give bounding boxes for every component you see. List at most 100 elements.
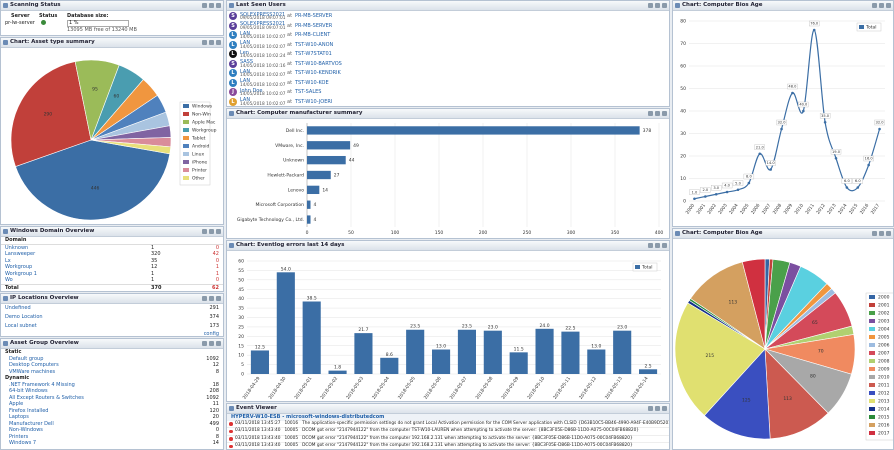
group-name[interactable]: Windows 7 (9, 440, 37, 446)
group-name[interactable]: Printers (9, 433, 29, 440)
user-machine[interactable]: TST-W10-ANON (295, 41, 334, 48)
pie-slice (690, 261, 766, 350)
user-name[interactable]: Len (240, 49, 249, 56)
panel-button[interactable] (655, 3, 660, 8)
panel-button[interactable] (879, 3, 884, 8)
server-name: pr-lw-server (5, 20, 35, 26)
panel-button[interactable] (662, 3, 667, 8)
panel-button[interactable] (662, 243, 667, 248)
value-label-box (732, 180, 744, 186)
user-name[interactable]: LAN (240, 30, 251, 37)
user-name[interactable]: SQLEXPRESS2021 (240, 21, 286, 27)
panel-button[interactable] (216, 40, 221, 45)
ip-location[interactable]: Local subnet (5, 323, 37, 329)
legend-swatch (183, 136, 189, 140)
slice-label: 125 (742, 398, 751, 404)
user-machine[interactable]: TST-W10-JOERI (295, 98, 333, 105)
legend-swatch (183, 152, 189, 156)
x-tick-label: 2018-05-12 (578, 376, 598, 401)
point (812, 28, 816, 32)
panel-button[interactable] (202, 296, 207, 301)
panel-button[interactable] (216, 296, 221, 301)
user-name[interactable]: John Doe (240, 87, 263, 94)
user-name[interactable]: LAN (240, 78, 251, 84)
panel-button[interactable] (202, 341, 207, 346)
group-name[interactable]: Laptops (9, 414, 29, 420)
legend-box (632, 262, 658, 272)
panel-button[interactable] (655, 406, 660, 411)
group-name[interactable]: Manufacturer Dell (9, 420, 54, 427)
panel-icon (3, 3, 8, 8)
x-tick-label: 2018-04-29 (242, 376, 262, 401)
panel-button[interactable] (216, 3, 221, 8)
panel-button[interactable] (886, 231, 891, 236)
user-machine[interactable]: TST-W10-BARTVOS (295, 60, 342, 67)
group-name[interactable]: Desktop Computers (9, 362, 59, 368)
user-machine[interactable]: TST-W10-KENDRIK (295, 70, 341, 76)
panel-button[interactable] (202, 229, 207, 234)
legend-swatch (869, 415, 875, 419)
panel-button[interactable] (662, 111, 667, 116)
domain-name[interactable]: Wo (5, 277, 13, 283)
panel-button[interactable] (209, 3, 214, 8)
point (780, 127, 783, 131)
group-count: 0 (215, 427, 219, 433)
panel-button[interactable] (216, 229, 221, 234)
panel-button[interactable] (209, 341, 214, 346)
x-tick-label: 2014 (837, 203, 849, 216)
panel-button[interactable] (886, 3, 891, 8)
user-machine[interactable]: PR-MB-CLIENT (295, 32, 331, 38)
panel-button[interactable] (202, 40, 207, 45)
user-name[interactable]: LAN (240, 97, 251, 103)
event-host[interactable]: HYPERV-W10-ESB - microsoft-windows-distr… (227, 414, 669, 421)
legend-label: 2001 (878, 303, 890, 309)
panel-button[interactable] (655, 111, 660, 116)
user-machine[interactable]: PR-MB-SERVER (295, 13, 333, 19)
panel-button[interactable] (648, 111, 653, 116)
user-machine[interactable]: TST-W10-KOE (295, 79, 329, 86)
group-name[interactable]: .NET Framework 4 Missing (9, 381, 75, 388)
user-name[interactable]: LAN (240, 40, 251, 46)
group-name[interactable]: Firefox Installed (9, 407, 49, 414)
table-total: Total 370 62 (1, 283, 223, 292)
panel-button[interactable] (216, 341, 221, 346)
group-name[interactable]: Default group (9, 355, 44, 362)
panel-button[interactable] (202, 3, 207, 8)
domain-name[interactable]: Unknown (5, 244, 29, 251)
panel-button[interactable] (209, 296, 214, 301)
ip-location[interactable]: Demo Location (5, 314, 43, 320)
group-name[interactable]: Non-Windows (9, 427, 43, 433)
panel-button[interactable] (648, 406, 653, 411)
panel-button[interactable] (872, 3, 877, 8)
legend-label: 2009 (878, 367, 890, 373)
user-machine[interactable]: TST-W7STAT01 (295, 51, 332, 57)
group-name[interactable]: Apple (9, 401, 24, 407)
domain-name[interactable]: Lansweeper (5, 251, 36, 257)
group-name[interactable]: All Except Routers & Switches (9, 394, 84, 401)
group-name[interactable]: 64-bit Windows (9, 388, 48, 394)
panel-button[interactable] (872, 231, 877, 236)
user-name[interactable]: SASS (240, 59, 254, 65)
panel-button[interactable] (209, 40, 214, 45)
domain-count: 1 (151, 270, 155, 277)
value-label-box (874, 119, 885, 126)
panel-button[interactable] (648, 243, 653, 248)
panel-button[interactable] (662, 406, 667, 411)
user-machine[interactable]: TST-SALES (295, 89, 322, 95)
panel-button[interactable] (648, 3, 653, 8)
domain-name[interactable]: Workgroup 1 (5, 270, 37, 277)
status-icon (41, 20, 46, 25)
panel-button[interactable] (209, 229, 214, 234)
user-machine[interactable]: PR-MB-SERVER (295, 22, 333, 29)
user-name[interactable]: SQLEXPRESS2021 (240, 11, 286, 18)
event-id: 10005 (284, 443, 299, 448)
panel-title: Chart: Asset type summary (10, 39, 95, 45)
panel-button[interactable] (655, 243, 660, 248)
ip-location[interactable]: Undefined (5, 305, 31, 311)
user-name[interactable]: LAN (240, 68, 251, 75)
point (747, 181, 751, 185)
panel-button[interactable] (879, 231, 884, 236)
group-name[interactable]: VMWare machines (9, 368, 56, 375)
domain-name[interactable]: Lx (5, 257, 11, 264)
domain-name[interactable]: Workgroup (5, 264, 33, 270)
